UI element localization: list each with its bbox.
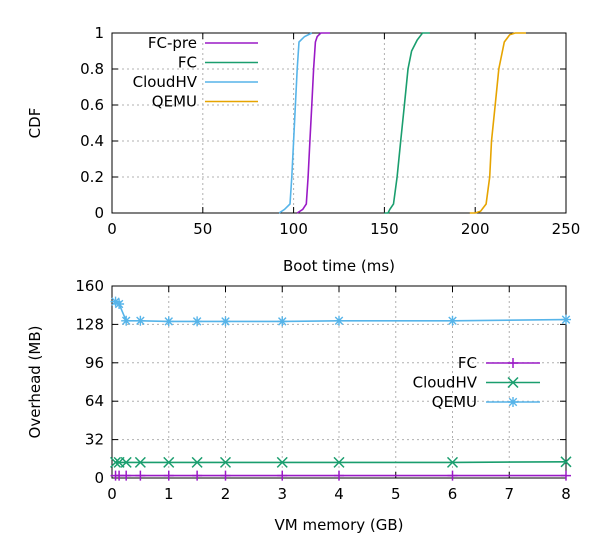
y-tick-label: 0 (94, 204, 104, 222)
data-point-cloudhv (191, 456, 203, 468)
data-point-cloudhv (276, 456, 288, 468)
legend-label-qemu: QEMU (432, 393, 477, 411)
y-tick-label: 64 (85, 392, 104, 410)
data-point-fc (277, 470, 288, 481)
y-axis-label: CDF (26, 108, 44, 139)
data-point-fc (163, 470, 174, 481)
x-tick-label: 150 (370, 220, 399, 238)
overhead-chart: 0 1 2 3 4 5 6 7 8 0 32 64 96 128 160 VM memory (GB) Over… (26, 277, 572, 534)
series-qemu (469, 32, 526, 214)
series-cloudhv (278, 32, 313, 214)
x-tick-label: 200 (461, 220, 490, 238)
legend-label-fc: FC (458, 354, 477, 372)
data-point-qemu (192, 316, 203, 327)
x-tick-label: 1 (164, 485, 174, 503)
series-line-fc (384, 32, 430, 214)
data-point-qemu (135, 315, 146, 326)
plot-frame (111, 32, 567, 214)
x-tick-label: 3 (277, 485, 287, 503)
legend-label-cloudhv: CloudHV (133, 73, 198, 91)
y-tick-label: 0 (94, 469, 104, 487)
series-qemu (110, 296, 571, 327)
x-tick-label: 100 (279, 220, 308, 238)
series-fc (110, 470, 571, 481)
x-axis-label: VM memory (GB) (274, 516, 403, 534)
data-point-qemu (334, 315, 344, 326)
data-point-fc (121, 470, 132, 481)
series-fc (384, 32, 430, 214)
x-tick-label: 5 (391, 485, 401, 503)
data-point-qemu (277, 316, 288, 327)
y-tick-label: 0.8 (80, 60, 104, 78)
data-point-qemu (121, 315, 132, 326)
legend-marker-qemu (508, 397, 518, 407)
y-tick-label: 96 (85, 354, 104, 372)
data-point-qemu (447, 315, 458, 326)
x-tick-label: 250 (552, 220, 581, 238)
series-line-cloudhv (278, 32, 313, 214)
data-point-qemu (114, 299, 125, 309)
x-tick-label: 2 (221, 485, 231, 503)
x-tick-label: 6 (448, 485, 458, 503)
y-tick-label: 160 (75, 277, 104, 295)
data-point-cloudhv (120, 456, 132, 468)
legend-marker-fc (508, 358, 518, 368)
legend-marker-cloudhv (507, 376, 519, 389)
data-point-cloudhv (163, 456, 175, 468)
y-tick-label: 0.6 (80, 96, 104, 114)
cdf-chart: 0 50 100 150 200 250 0 0.2 0.4 0.6 0.8 1 Boot time (… (26, 24, 580, 275)
data-point-fc (561, 470, 571, 481)
data-point-fc (192, 470, 203, 481)
x-tick-label: 7 (504, 485, 514, 503)
x-tick-label: 50 (193, 220, 212, 238)
y-tick-label: 128 (75, 315, 104, 333)
data-point-cloudhv (333, 456, 345, 468)
y-tick-label: 1 (94, 24, 104, 42)
x-axis-label: Boot time (ms) (283, 257, 395, 275)
y-axis-label: Overhead (MB) (26, 326, 44, 439)
data-point-cloudhv (560, 456, 572, 468)
data-point-qemu (163, 316, 174, 327)
x-tick-label: 0 (107, 220, 117, 238)
y-tick-label: 32 (85, 431, 104, 449)
series-cloudhv (110, 456, 572, 468)
legend-label-qemu: QEMU (152, 93, 197, 111)
series-line-fc-pre (296, 32, 330, 214)
series-line-qemu (469, 32, 526, 214)
data-point-cloudhv (110, 456, 122, 468)
x-tick-label: 8 (561, 485, 571, 503)
data-point-qemu (110, 296, 121, 307)
legend-label-cloudhv: CloudHV (413, 374, 478, 392)
legend-label-fc: FC (178, 54, 197, 72)
series-line-cloudhv (115, 461, 567, 464)
data-point-qemu (561, 314, 571, 325)
data-point-cloudhv (446, 456, 459, 468)
data-point-fc (220, 470, 231, 481)
legend-label-fc-pre: FC-pre (148, 34, 197, 52)
x-tick-label: 4 (334, 485, 344, 503)
data-point-cloudhv (219, 456, 232, 468)
x-tick-label: 0 (107, 485, 117, 503)
data-point-qemu (220, 316, 231, 327)
data-point-fc (447, 470, 458, 481)
data-point-fc (334, 470, 344, 481)
data-point-cloudhv (134, 456, 146, 468)
y-tick-label: 0.2 (80, 168, 104, 186)
y-tick-label: 0.4 (80, 132, 104, 150)
series-fc-pre (296, 32, 330, 214)
data-point-fc (135, 470, 146, 481)
